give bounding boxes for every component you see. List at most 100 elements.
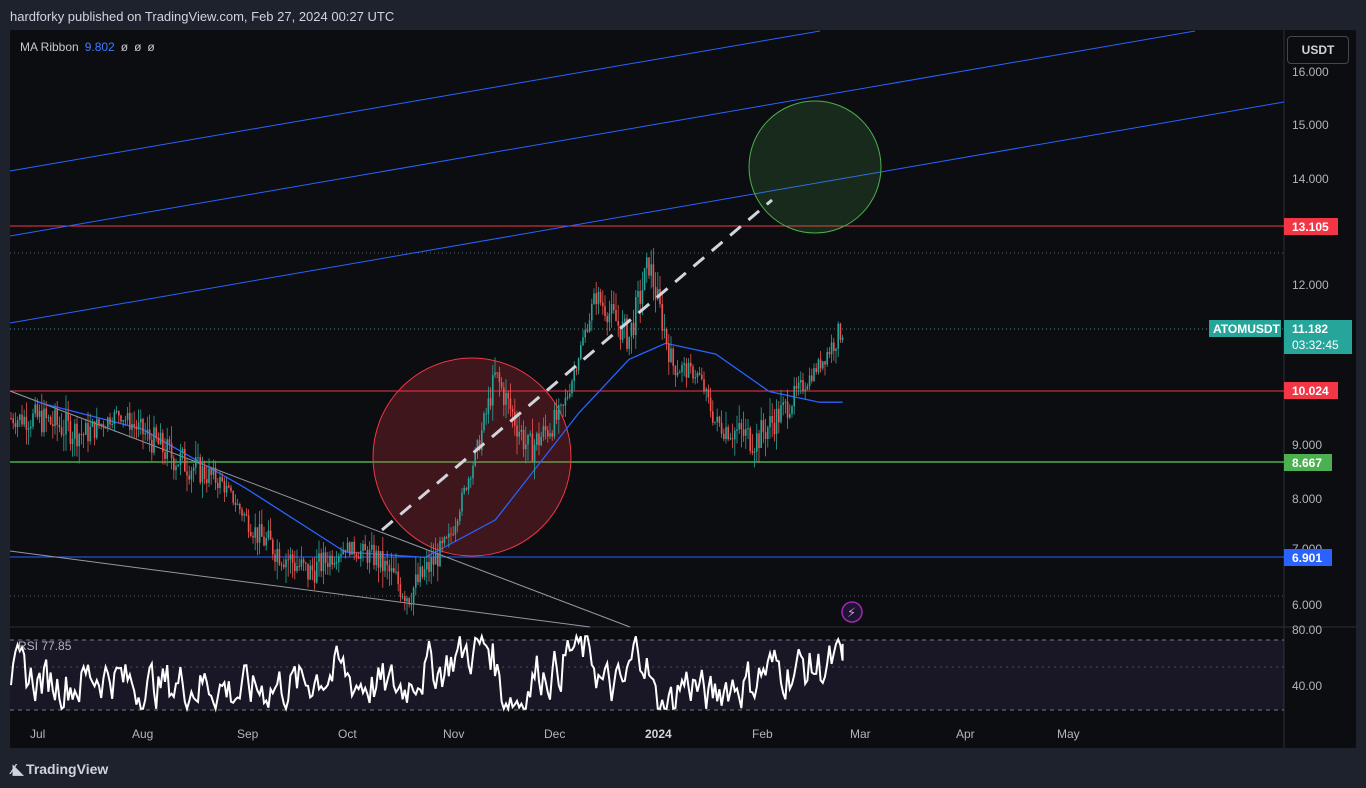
- candle-body: [553, 409, 556, 437]
- candle-body: [597, 291, 600, 305]
- candle-body: [562, 404, 564, 406]
- candle-body: [437, 553, 439, 567]
- candle-body: [830, 342, 833, 355]
- candle-body: [569, 393, 571, 397]
- candle-body: [525, 444, 527, 450]
- candle-body: [443, 537, 446, 544]
- candle-body: [835, 348, 837, 351]
- last-price-tag: ATOMUSDT 11.182 03:32:45: [1209, 320, 1352, 354]
- price-tick-15: 15.000: [1292, 118, 1329, 132]
- candle-body: [91, 421, 94, 427]
- candle-body: [670, 348, 672, 363]
- candle-body: [833, 342, 835, 351]
- candle-body: [221, 476, 223, 482]
- candle-body: [390, 568, 393, 572]
- candle-body: [791, 406, 793, 414]
- candle-body: [795, 385, 798, 389]
- candle-body: [21, 414, 23, 425]
- candle-body: [214, 467, 217, 483]
- candle-body: [300, 559, 303, 567]
- candle-body: [355, 554, 358, 558]
- candle-body: [140, 418, 142, 423]
- rsi-tick-40: 40.00: [1292, 679, 1322, 693]
- tradingview-logo[interactable]: ⁄◣ TradingView: [12, 760, 108, 778]
- lightning-icon[interactable]: ⚡: [841, 601, 863, 623]
- candle-body: [758, 433, 760, 449]
- candle-body: [630, 322, 633, 337]
- price-tick-6: 6.000: [1292, 598, 1322, 612]
- candle-body: [584, 329, 586, 338]
- candle-body: [652, 264, 655, 287]
- ma-ribbon-legend[interactable]: MA Ribbon 9.802 ø ø ø: [20, 40, 155, 54]
- candle-body: [344, 549, 347, 553]
- candle-body: [511, 408, 514, 412]
- candle-body: [773, 422, 776, 435]
- candle-body: [173, 458, 175, 471]
- candle-body: [104, 427, 107, 429]
- candle-body: [626, 318, 628, 349]
- rsi-tick-80: 80.00: [1292, 623, 1322, 637]
- time-tick-mar: Mar: [850, 727, 871, 741]
- candle-body: [69, 420, 72, 445]
- candle-body: [382, 551, 384, 572]
- candle-body: [362, 543, 364, 552]
- candle-body: [725, 427, 727, 440]
- candle-body: [716, 416, 718, 422]
- candle-body: [34, 404, 36, 414]
- candle-body: [285, 559, 287, 568]
- candle-body: [769, 416, 771, 428]
- candle-body: [412, 587, 415, 605]
- candle-body: [509, 398, 512, 409]
- candle-body: [461, 492, 463, 512]
- candle-body: [663, 328, 666, 331]
- candle-body: [745, 429, 747, 436]
- candle-body: [223, 481, 226, 493]
- candle-body: [463, 488, 465, 493]
- svg-text:6.901: 6.901: [1292, 551, 1322, 565]
- candle-body: [577, 358, 580, 371]
- candle-body: [476, 440, 479, 450]
- candle-body: [635, 297, 637, 336]
- candle-body: [395, 571, 397, 573]
- candle-body: [146, 429, 149, 434]
- candle-body: [404, 596, 406, 602]
- candle-body: [12, 418, 14, 424]
- candle-body: [646, 257, 648, 269]
- candle-body: [162, 432, 164, 453]
- candle-body: [817, 359, 820, 373]
- candle-body: [225, 485, 228, 493]
- legend-value: 9.802: [84, 40, 115, 54]
- candle-body: [604, 306, 606, 317]
- candle-body: [291, 554, 294, 563]
- candle-body: [195, 457, 197, 468]
- candle-body: [131, 424, 133, 430]
- candle-body: [159, 432, 162, 445]
- candle-body: [153, 427, 155, 453]
- candle-body: [309, 565, 311, 580]
- price-tick-12: 12.000: [1292, 278, 1329, 292]
- candle-body: [30, 426, 32, 429]
- candle-body: [496, 372, 498, 374]
- candle-body: [294, 562, 296, 572]
- chart-panel[interactable]: [10, 30, 1356, 748]
- candle-body: [250, 532, 252, 536]
- candle-body: [122, 420, 124, 422]
- candle-body: [115, 411, 118, 413]
- candle-body: [340, 554, 342, 556]
- candle-body: [280, 564, 283, 566]
- candle-body: [120, 415, 122, 422]
- candle-body: [705, 388, 707, 392]
- candle-body: [302, 559, 305, 563]
- candle-body: [692, 366, 694, 379]
- candle-body: [276, 549, 278, 562]
- candle-body: [698, 373, 701, 375]
- currency-button[interactable]: USDT: [1287, 36, 1349, 64]
- price-tag-8667: 8.667: [1284, 454, 1332, 471]
- candle-body: [133, 424, 135, 427]
- candle-body: [368, 549, 371, 563]
- candle-body: [313, 570, 316, 583]
- tradingview-logo-icon: ⁄◣: [12, 761, 24, 778]
- time-tick-may: May: [1057, 727, 1080, 741]
- candle-body: [272, 539, 274, 555]
